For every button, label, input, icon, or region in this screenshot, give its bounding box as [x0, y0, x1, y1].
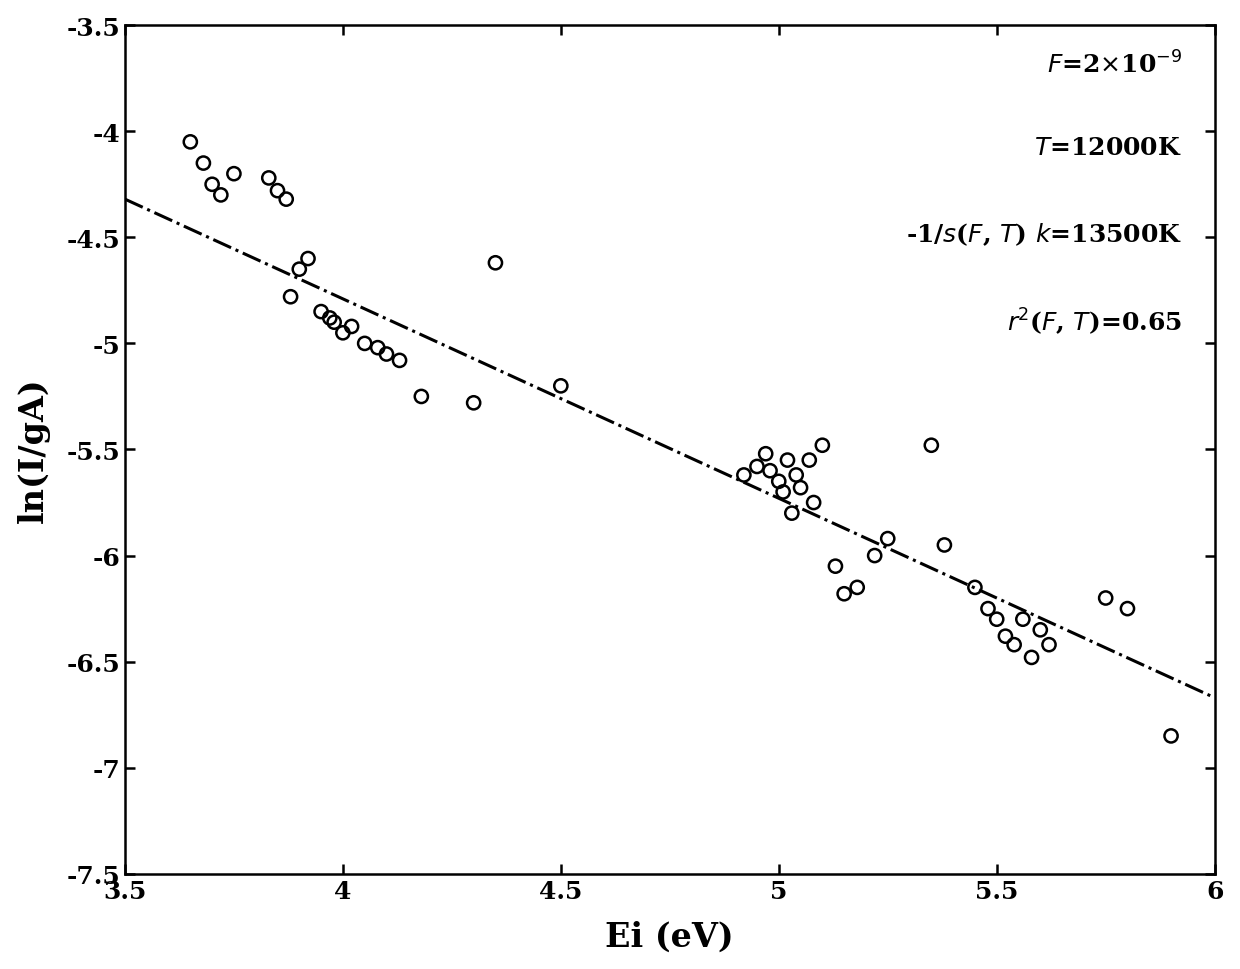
Point [782, 506, 802, 521]
Point [878, 531, 898, 547]
Point [268, 184, 288, 200]
Point [1096, 591, 1116, 607]
Text: $\mathit{r}$$^{2}$($\mathit{F}$, $\mathit{T}$)=0.65: $\mathit{r}$$^{2}$($\mathit{F}$, $\mathi… [1007, 306, 1182, 336]
Point [791, 481, 811, 496]
Point [812, 438, 832, 453]
Point [935, 538, 955, 553]
Point [786, 468, 806, 484]
Point [921, 438, 941, 453]
Point [1030, 622, 1050, 638]
Point [760, 463, 780, 479]
Point [342, 320, 362, 335]
Point [774, 484, 794, 500]
Point [486, 256, 506, 271]
Point [1117, 601, 1137, 616]
Point [978, 601, 998, 616]
Point [334, 326, 353, 341]
Point [211, 188, 231, 203]
Point [804, 495, 823, 511]
Point [864, 548, 884, 564]
Point [826, 559, 846, 575]
Point [389, 354, 409, 369]
Point [224, 167, 244, 182]
Point [320, 311, 340, 327]
Point [1039, 638, 1059, 653]
Point [259, 171, 279, 186]
Y-axis label: ln(I/gA): ln(I/gA) [16, 377, 50, 522]
Point [311, 304, 331, 320]
Point [280, 290, 300, 305]
Point [987, 611, 1007, 627]
Point [377, 347, 397, 362]
Point [847, 580, 867, 596]
Point [464, 395, 484, 411]
Point [324, 315, 343, 330]
Point [1004, 638, 1024, 653]
Point [202, 177, 222, 193]
Point [289, 263, 309, 278]
Point [193, 156, 213, 172]
Point [355, 336, 374, 352]
Point [835, 586, 854, 602]
Text: $\mathit{T}$=12000K: $\mathit{T}$=12000K [1034, 137, 1182, 160]
Point [996, 629, 1016, 644]
Point [800, 453, 820, 468]
Point [965, 580, 985, 596]
Text: $\mathit{F}$=2$\times$10$^{-9}$: $\mathit{F}$=2$\times$10$^{-9}$ [1047, 51, 1182, 78]
Point [769, 474, 789, 489]
Point [180, 135, 200, 150]
Text: -1/$\mathit{s}$($\mathit{F}$, $\mathit{T}$) $\mathit{k}$=13500K: -1/$\mathit{s}$($\mathit{F}$, $\mathit{T… [905, 221, 1182, 248]
Point [368, 340, 388, 356]
Point [298, 252, 317, 267]
Point [1022, 650, 1042, 666]
Point [551, 379, 570, 394]
X-axis label: Ei (eV): Ei (eV) [605, 920, 734, 953]
Point [277, 192, 296, 207]
Point [777, 453, 797, 468]
Point [746, 459, 766, 475]
Point [1161, 729, 1180, 744]
Point [734, 468, 754, 484]
Point [755, 447, 775, 462]
Point [412, 390, 432, 405]
Point [1013, 611, 1033, 627]
